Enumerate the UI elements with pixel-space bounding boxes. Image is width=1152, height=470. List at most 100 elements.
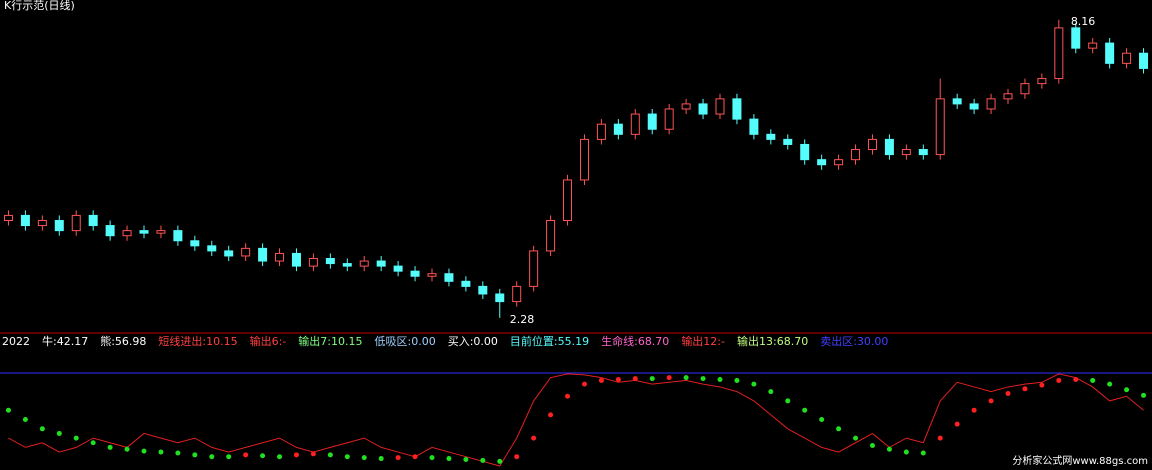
indicator-dot (666, 375, 672, 381)
indicator-dot (1073, 377, 1079, 383)
indicator-dot (836, 426, 842, 432)
candle-body (664, 108, 674, 130)
candle-body (1003, 93, 1013, 100)
indicator-dot (581, 381, 587, 387)
indicator-dot (395, 455, 401, 461)
candle-body (291, 252, 301, 267)
candle-body (88, 214, 98, 227)
indicator-dot (446, 456, 452, 462)
candle-body (546, 219, 556, 252)
candle-body (1054, 27, 1064, 80)
indicator-dot (1039, 382, 1045, 388)
candle-body (224, 250, 234, 257)
legend-entry: 输出12:- (681, 334, 725, 348)
indicator-dot (632, 376, 638, 382)
indicator-dot (514, 454, 520, 460)
indicator-dot (869, 443, 875, 449)
indicator-dot (548, 412, 554, 418)
candle-body (529, 250, 539, 287)
indicator-dot (124, 446, 130, 452)
indicator-dot (1124, 387, 1130, 393)
indicator-dot (480, 457, 486, 463)
high-label: 8.16 (1071, 15, 1096, 28)
candle-body (918, 149, 928, 156)
indicator-dot (56, 430, 62, 436)
candle-body (851, 149, 861, 161)
indicator-dot (853, 435, 859, 441)
indicator-dot (768, 389, 774, 395)
legend-entry: 生命线:68.70 (601, 334, 669, 348)
indicator-dot (734, 377, 740, 383)
indicator-dot (785, 398, 791, 404)
indicator-dot (598, 377, 604, 383)
candle-body (444, 273, 454, 282)
indicator-dot (141, 448, 147, 454)
indicator-dot (175, 450, 181, 456)
candle-body (596, 123, 606, 140)
watermark: 分析家公式网www.88gs.com (1012, 454, 1148, 467)
indicator-dot (260, 453, 266, 459)
candle-body (817, 159, 827, 166)
candle-body (563, 179, 573, 221)
candle-body (139, 230, 149, 234)
candle-body (647, 113, 657, 130)
candle-body (783, 138, 793, 145)
indicator-dot (971, 407, 977, 413)
indicator-dot (73, 435, 79, 441)
indicator-dot (802, 407, 808, 413)
chart-title: K行示范(日线) (4, 0, 75, 12)
candle-body (308, 258, 318, 267)
candle-body (427, 273, 437, 277)
candle-body (241, 247, 251, 257)
indicator-dot (226, 454, 232, 460)
legend-entry: 2022 (2, 335, 30, 348)
candle-body (3, 214, 13, 221)
candle-body (1071, 27, 1081, 49)
candle-body (935, 98, 945, 156)
candle-body (495, 293, 505, 303)
candle-body (749, 118, 759, 135)
candle-body (393, 265, 403, 272)
indicator-dot (886, 446, 892, 452)
candle-body (1139, 52, 1149, 69)
legend-entry: 低吸区:0.00 (375, 335, 436, 348)
candle-body (834, 159, 844, 166)
candle-body (410, 270, 420, 277)
indicator-dot (327, 452, 333, 458)
legend-entry: 输出13:68.70 (737, 334, 808, 348)
indicator-dot (39, 426, 45, 432)
candle-body (54, 219, 64, 232)
indicator-dot (649, 376, 655, 382)
legend-entry: 目前位置:55.19 (510, 334, 589, 348)
indicator-dot (1107, 381, 1113, 387)
indicator-dot (497, 458, 503, 464)
indicator-dot (310, 451, 316, 457)
indicator-dot (429, 455, 435, 461)
candle-body (884, 138, 894, 156)
candle-body (952, 98, 962, 105)
indicator-dot (1022, 386, 1028, 392)
indicator-dot (5, 407, 11, 413)
indicator-line (8, 373, 1144, 467)
indicator-dot (463, 456, 469, 462)
legend-entry: 牛:42.17 (42, 334, 88, 348)
candle-body (715, 98, 725, 115)
candle-body (342, 263, 352, 267)
indicator-dot (954, 421, 960, 427)
indicator-dot (751, 381, 757, 387)
legend-entry: 输出7:10.15 (298, 334, 362, 348)
candle-body (325, 258, 335, 265)
candle-body (207, 245, 217, 252)
indicator-dot (209, 454, 215, 460)
candle-body (969, 103, 979, 110)
candle-body (173, 230, 183, 242)
indicator-dot (1005, 390, 1011, 396)
indicator-dot (531, 435, 537, 441)
indicator-dot (90, 440, 96, 446)
indicator-dot (243, 452, 249, 458)
candle-body (766, 133, 776, 140)
candle-body (37, 219, 47, 227)
candle-body (1088, 42, 1098, 49)
candle-body (156, 230, 166, 234)
